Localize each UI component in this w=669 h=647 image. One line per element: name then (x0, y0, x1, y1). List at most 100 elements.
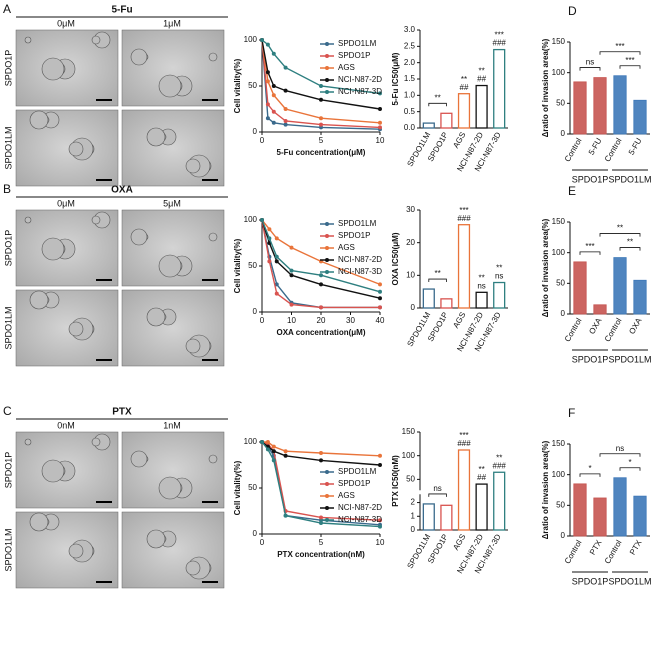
bar (613, 75, 627, 135)
point (271, 93, 276, 98)
image-column-label: 1μM (163, 18, 181, 28)
significance: ### (457, 214, 471, 223)
comparison-label: * (628, 458, 631, 467)
point (271, 120, 276, 125)
bar (573, 483, 587, 537)
organoid (158, 74, 182, 98)
comparison-label: *** (625, 56, 634, 65)
comparison-bracket (619, 467, 641, 471)
point (378, 296, 382, 301)
organoid (29, 290, 49, 310)
y-tick-label: 3.0 (404, 25, 416, 34)
y-tick-label: 100 (552, 68, 566, 77)
y-tick-label: 30 (406, 205, 415, 214)
comparison-bracket (579, 67, 601, 71)
bar (493, 48, 506, 129)
x-tick-label: 30 (346, 316, 355, 325)
bar (593, 77, 607, 135)
legend-marker (325, 270, 329, 274)
point (378, 463, 382, 467)
x-tick-label: PTX (628, 538, 644, 557)
bar (475, 483, 488, 531)
x-tick-label: 0 (260, 538, 265, 547)
y-tick-label: 0 (561, 531, 566, 540)
point (274, 291, 279, 296)
significance: *** (459, 206, 468, 215)
image-row-label: SPDO1LM (3, 306, 13, 349)
bar (422, 122, 435, 129)
x-tick-label: PTX (588, 538, 604, 557)
point (289, 302, 294, 307)
panel-letter: A (3, 2, 11, 16)
bar (573, 261, 587, 315)
point (378, 524, 382, 529)
significance: ** (496, 264, 502, 273)
point (289, 245, 294, 250)
x-tick-label: 40 (376, 316, 385, 325)
bar (475, 84, 488, 129)
image-row-label: SPDO1LM (3, 126, 13, 169)
organoid (185, 560, 201, 576)
y-tick-label: 20 (406, 238, 415, 247)
significance: ### (493, 461, 507, 470)
comparison-bracket (599, 453, 641, 457)
legend-marker (325, 222, 329, 226)
point (271, 109, 276, 114)
x-axis-label: 5-Fu concentration(μM) (277, 148, 366, 157)
legend-label: SPDO1P (338, 479, 370, 488)
x-tick-label: 10 (376, 538, 385, 547)
comparison-bracket (619, 247, 641, 251)
y-tick-label: 100 (552, 470, 566, 479)
bar (493, 471, 506, 531)
x-tick-label: 0 (260, 316, 265, 325)
comparison-bracket (428, 278, 447, 283)
y-tick-label: 2.5 (404, 41, 416, 50)
bar (613, 477, 627, 537)
point (265, 116, 270, 121)
x-tick-label: Control (603, 136, 624, 163)
organoid (130, 228, 148, 246)
organoid (130, 48, 148, 66)
point (283, 118, 288, 123)
significance: ** (461, 75, 467, 84)
organoid (146, 307, 166, 327)
significance: ## (460, 83, 469, 92)
significance: ns (495, 272, 503, 281)
comparison-bracket (579, 473, 601, 477)
comparison-label: ns (616, 444, 624, 453)
point (378, 289, 382, 294)
y-axis-label: Δratio of invasion area(%) (541, 218, 550, 317)
y-tick-label: 0 (561, 309, 566, 318)
x-tick-label: 5-FU (627, 136, 644, 156)
bar (422, 503, 435, 531)
x-tick-label: 5-FU (587, 136, 604, 156)
legend-marker (325, 90, 329, 94)
point (271, 84, 276, 88)
image-column-label: 0μM (57, 198, 75, 208)
legend-marker (325, 482, 329, 486)
point (274, 254, 279, 259)
point (271, 458, 276, 463)
x-tick-label: Control (563, 136, 584, 163)
panel-letter: B (3, 182, 11, 196)
point (265, 79, 270, 84)
legend-label: NCI-N87-3D (338, 87, 382, 96)
bar (457, 224, 471, 309)
bar (422, 288, 435, 309)
x-tick-label: AGS (451, 311, 467, 330)
organoid (158, 476, 182, 500)
point (378, 125, 382, 130)
organoid (68, 141, 84, 157)
organoid (185, 158, 201, 174)
series-line (261, 219, 380, 309)
organoid (146, 127, 166, 147)
point (283, 65, 288, 70)
point (319, 458, 323, 463)
bar (440, 504, 453, 531)
point (319, 305, 323, 310)
y-tick-label: 0.0 (404, 123, 416, 132)
y-tick-label: 100 (244, 35, 258, 44)
panel-title: PTX (112, 407, 132, 418)
legend-marker (325, 78, 329, 82)
organoid (208, 454, 218, 464)
